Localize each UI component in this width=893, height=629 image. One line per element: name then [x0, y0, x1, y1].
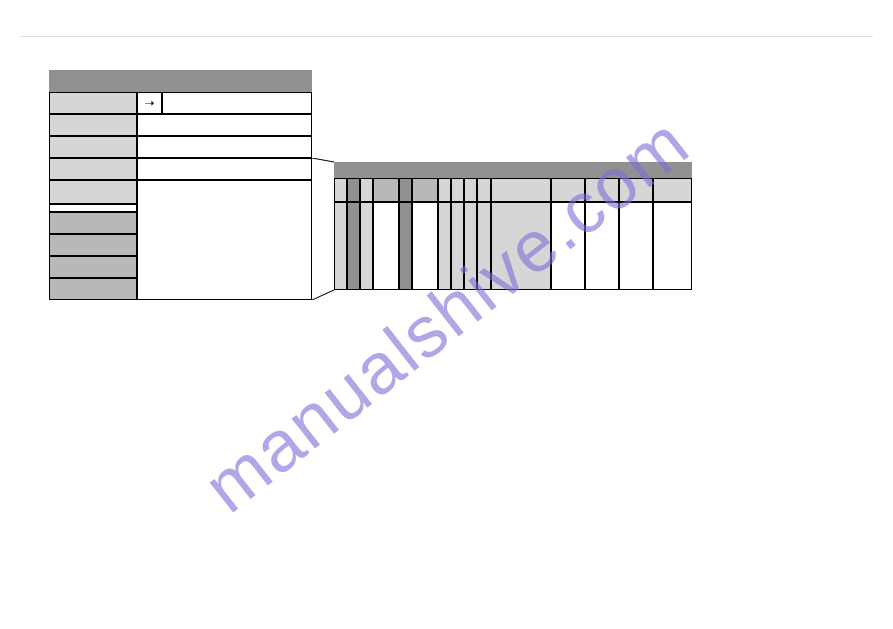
connector-lines [312, 158, 334, 300]
right-sub-left-col [334, 178, 347, 202]
right-body-right-col [585, 202, 619, 290]
left-row-a-col2 [162, 92, 312, 114]
left-row-b-col1 [49, 278, 137, 300]
right-sub-right-col [619, 178, 653, 202]
left-gap-col1 [49, 204, 137, 212]
right-body-right-col [653, 202, 692, 290]
left-row-a-col1 [49, 114, 137, 136]
left-row-a-col1 [49, 136, 137, 158]
left-row-a-col2 [137, 136, 312, 158]
left-content-area [137, 180, 312, 300]
right-body-left-col [464, 202, 477, 290]
left-row-a-col2 [137, 114, 312, 136]
right-body-left-col [477, 202, 491, 290]
right-sub-right-col [491, 178, 551, 202]
right-sub-left-col [399, 178, 412, 202]
right-body-right-col [619, 202, 653, 290]
right-body-left-col [373, 202, 399, 290]
right-body-left-col [451, 202, 464, 290]
right-body-left-col [399, 202, 412, 290]
right-sub-left-col [451, 178, 464, 202]
right-sub-left-col [464, 178, 477, 202]
right-sub-right-col [585, 178, 619, 202]
right-body-left-col [438, 202, 451, 290]
left-row-b-col1 [49, 212, 137, 234]
right-sub-left-col [373, 178, 399, 202]
left-row-a-col2 [137, 158, 312, 180]
left-row-b-col1 [49, 234, 137, 256]
right-table-header [334, 162, 692, 178]
rule-top [20, 36, 873, 37]
right-sub-left-col [347, 178, 360, 202]
right-sub-right-col [653, 178, 692, 202]
right-body-right-col [551, 202, 585, 290]
right-body-left-col [412, 202, 438, 290]
left-row5-col1 [49, 180, 137, 204]
left-row-a-arrowcell: ➝ [137, 92, 162, 114]
left-table-header [49, 70, 312, 92]
right-sub-right-col [551, 178, 585, 202]
right-body-left-col [360, 202, 373, 290]
left-row-a-col1 [49, 92, 137, 114]
right-sub-left-col [360, 178, 373, 202]
right-body-left-col [334, 202, 347, 290]
right-sub-left-col [412, 178, 438, 202]
right-body-right-col [491, 202, 551, 290]
right-sub-left-col [438, 178, 451, 202]
left-row-b-col1 [49, 256, 137, 278]
right-body-left-col [347, 202, 360, 290]
right-sub-left-col [477, 178, 491, 202]
left-row-a-col1 [49, 158, 137, 180]
